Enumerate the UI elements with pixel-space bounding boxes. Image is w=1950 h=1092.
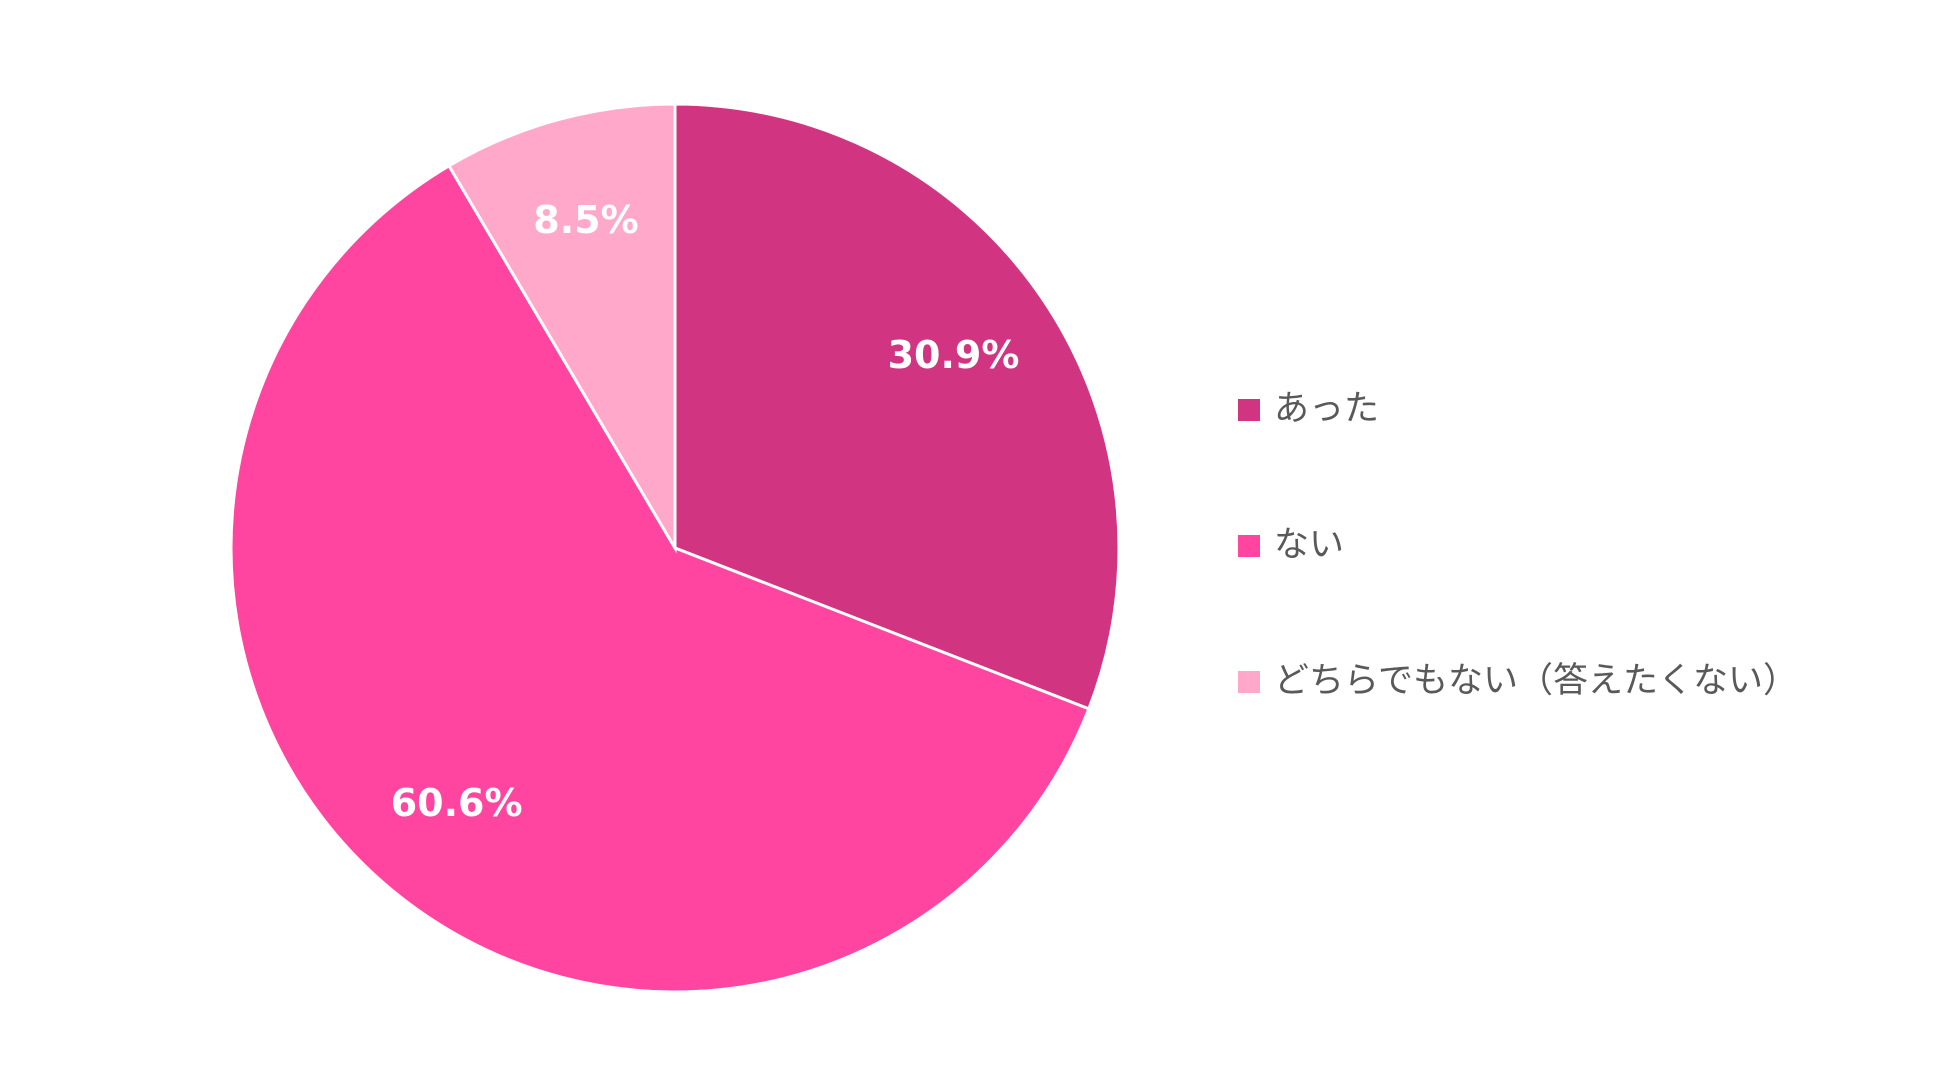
data-label: 60.6%	[391, 781, 523, 825]
pie-slice	[673, 102, 1121, 711]
legend-swatch	[1238, 671, 1260, 693]
legend-label: あった	[1274, 389, 1379, 429]
legend-swatch	[1238, 399, 1260, 421]
pie-slice	[229, 163, 1091, 994]
data-label: 8.5%	[533, 198, 638, 242]
pie-slice	[446, 102, 677, 554]
legend-label: ない	[1274, 525, 1344, 565]
legend-swatch	[1238, 535, 1260, 557]
legend-label: どちらでもない（答えたくない）	[1274, 661, 1798, 701]
data-label: 30.9%	[888, 333, 1020, 377]
